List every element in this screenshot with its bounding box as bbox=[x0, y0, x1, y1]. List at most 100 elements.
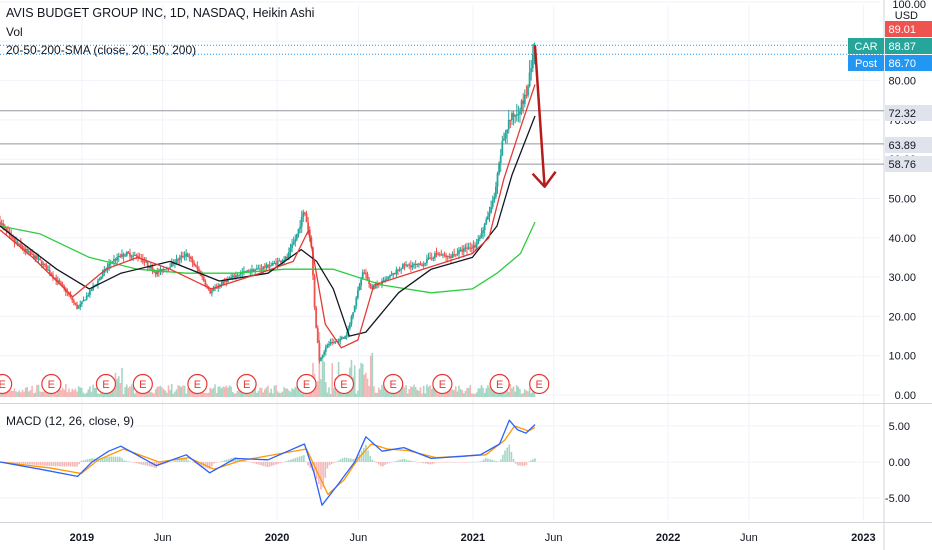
volume-bar bbox=[97, 393, 99, 397]
earnings-marker-label: E bbox=[0, 379, 6, 391]
volume-bar bbox=[413, 384, 415, 397]
volume-bar bbox=[488, 387, 491, 397]
candle-body bbox=[342, 337, 345, 339]
earnings-marker[interactable] bbox=[132, 373, 153, 395]
volume-bar bbox=[377, 387, 380, 397]
macd-histogram-bar bbox=[29, 462, 31, 465]
candle-body bbox=[143, 261, 146, 263]
volume-bar bbox=[321, 355, 324, 397]
volume-bar bbox=[20, 392, 22, 397]
candle-body bbox=[344, 336, 346, 339]
volume-bar bbox=[39, 391, 41, 397]
candle-body bbox=[448, 256, 451, 258]
earnings-marker[interactable] bbox=[296, 373, 317, 395]
macd-legend[interactable]: MACD (12, 26, close, 9) bbox=[6, 414, 135, 428]
candle-body bbox=[486, 216, 489, 220]
candle-body bbox=[313, 275, 316, 308]
volume-bar bbox=[448, 388, 451, 397]
volume-bar bbox=[84, 393, 86, 397]
volume-bar bbox=[324, 382, 327, 397]
macd-histogram-bar bbox=[454, 462, 457, 463]
candle-body bbox=[0, 222, 1, 225]
earnings-marker[interactable] bbox=[489, 373, 510, 395]
macd-histogram-bar bbox=[362, 447, 365, 462]
macd-histogram-bar bbox=[333, 462, 335, 463]
candle-body bbox=[525, 94, 528, 96]
volume-legend[interactable]: Vol bbox=[6, 25, 23, 39]
candle-body bbox=[129, 253, 131, 257]
volume-bar bbox=[429, 385, 431, 397]
earnings-marker[interactable] bbox=[333, 373, 355, 395]
macd-histogram-bar bbox=[69, 462, 72, 467]
earnings-marker[interactable] bbox=[432, 373, 453, 395]
volume-bar bbox=[58, 386, 61, 397]
earnings-marker[interactable] bbox=[187, 373, 208, 395]
sma-legend[interactable]: 20-50-200-SMA (close, 20, 50, 200) bbox=[6, 43, 197, 57]
volume-bar bbox=[519, 389, 521, 397]
macd-histogram-bar bbox=[273, 462, 275, 466]
candle-body bbox=[385, 278, 388, 280]
volume-bar bbox=[469, 385, 472, 397]
macd-histogram-bar bbox=[61, 462, 63, 467]
candle-body bbox=[430, 258, 433, 260]
candle-body bbox=[276, 261, 279, 265]
earnings-marker[interactable] bbox=[236, 373, 257, 395]
macd-histogram-bar bbox=[9, 462, 12, 463]
macd-histogram-bar bbox=[309, 462, 312, 468]
candle-body bbox=[209, 289, 212, 294]
earnings-marker[interactable] bbox=[0, 373, 13, 395]
volume-bar bbox=[278, 392, 281, 397]
macd-histogram-bar bbox=[234, 456, 237, 462]
earnings-marker[interactable] bbox=[529, 373, 550, 395]
down-arrow bbox=[531, 45, 557, 188]
earnings-marker[interactable] bbox=[383, 373, 404, 395]
volume-bar bbox=[273, 385, 276, 397]
macd-histogram-bar bbox=[403, 458, 406, 462]
volume-bar bbox=[281, 391, 284, 397]
volume-bar bbox=[220, 388, 223, 397]
volume-bar bbox=[339, 390, 342, 397]
earnings-marker[interactable] bbox=[95, 373, 117, 395]
macd-histogram-bar bbox=[450, 462, 453, 463]
macd-histogram-bar bbox=[262, 462, 264, 466]
macd-histogram-bar bbox=[283, 461, 286, 463]
price-tag-value: 58.76 bbox=[888, 159, 916, 171]
candle-body bbox=[488, 212, 491, 217]
candle-body bbox=[501, 140, 504, 156]
volume-bar bbox=[267, 385, 269, 397]
candle-body bbox=[324, 347, 327, 352]
candle-body bbox=[443, 254, 446, 256]
volume-bar bbox=[10, 390, 13, 397]
candle-body bbox=[350, 316, 353, 324]
earnings-marker[interactable] bbox=[41, 373, 62, 395]
volume-bar bbox=[355, 393, 358, 397]
macd-histogram-bar bbox=[337, 460, 339, 462]
volume-bar bbox=[416, 389, 419, 397]
volume-bar bbox=[514, 391, 516, 397]
candle-body bbox=[247, 270, 250, 273]
volume-bar bbox=[387, 392, 390, 397]
candle-body bbox=[437, 253, 440, 255]
macd-histogram-bar bbox=[176, 460, 179, 462]
candle-body bbox=[454, 254, 457, 256]
macd-histogram-bar bbox=[219, 461, 222, 463]
candle-body bbox=[509, 120, 512, 122]
volume-bar bbox=[432, 386, 435, 397]
volume-bar bbox=[333, 388, 335, 397]
candle-body bbox=[119, 255, 122, 257]
macd-histogram-bar bbox=[457, 462, 459, 463]
volume-bar bbox=[93, 387, 96, 397]
candle-body bbox=[499, 155, 502, 163]
volume-bar bbox=[26, 387, 29, 397]
volume-bars bbox=[0, 332, 536, 397]
candle-body bbox=[82, 300, 85, 302]
candle-body bbox=[215, 287, 218, 289]
sma-50-line bbox=[0, 115, 536, 337]
volume-bar bbox=[435, 389, 438, 397]
macd-histogram-bar bbox=[268, 462, 271, 467]
candle-body bbox=[393, 272, 396, 274]
candle-body bbox=[504, 133, 507, 139]
candle-body bbox=[512, 113, 515, 117]
